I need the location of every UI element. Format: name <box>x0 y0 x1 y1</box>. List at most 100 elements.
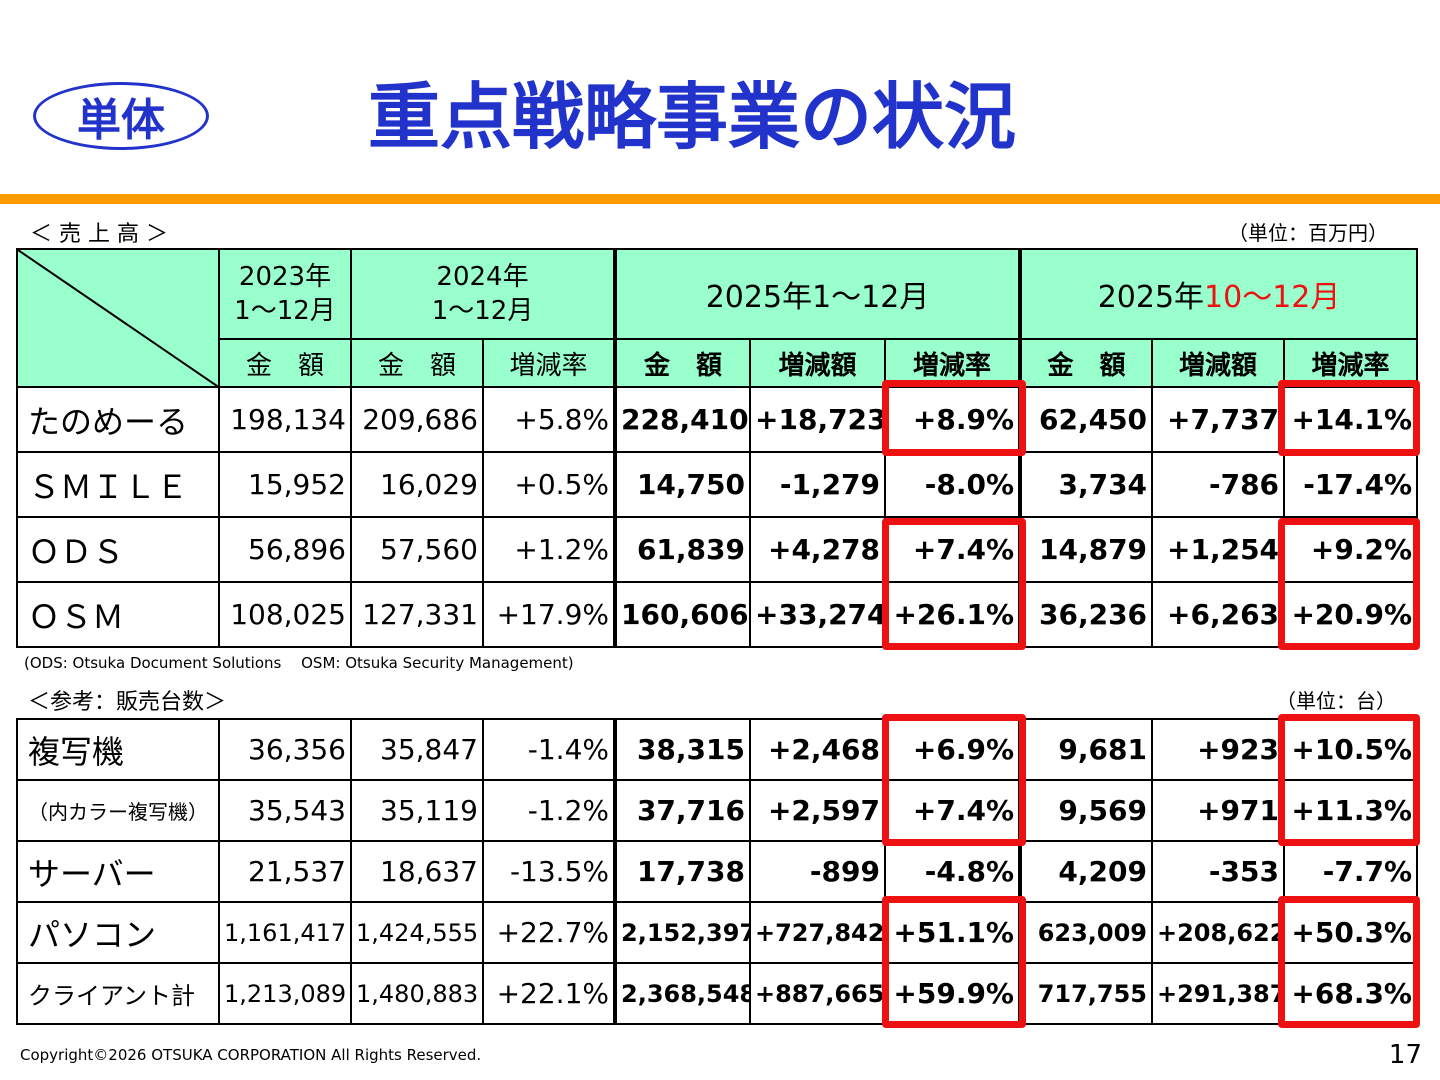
col-amount-q4: 金 額 <box>1018 338 1154 388</box>
table-row: ＳＭＩＬＥ 15,952 16,029 +0.5% 14,750 -1,279 -8.0% 3… <box>16 451 1419 518</box>
cell-q-rate: -7.7% <box>1283 840 1418 903</box>
cell-r2024: -1.2% <box>482 779 616 842</box>
highlight-box <box>882 714 1026 846</box>
col-amount-2025: 金 額 <box>613 338 752 388</box>
row-label: ＯＳＭ <box>16 581 220 648</box>
cell-chg: +2,468 <box>749 718 886 781</box>
cell-r2024: +5.8% <box>481 386 617 453</box>
col-change-q4: 増減額 <box>1151 338 1286 388</box>
col-rate-q4: 増減率 <box>1283 338 1419 388</box>
cell-rate: +51.1% <box>884 901 1021 964</box>
header-2024: 2024年 1〜12月 <box>349 248 617 340</box>
cell-rate: -8.0% <box>884 451 1022 518</box>
cell-r2024: +0.5% <box>481 451 617 518</box>
abbreviation-note: (ODS: Otsuka Document Solutions OSM: Ots… <box>24 654 574 672</box>
cell-q-chg: -786 <box>1151 451 1286 518</box>
col-rate-2025: 増減率 <box>884 338 1022 388</box>
table-row: サーバー 21,537 18,637 -13.5% 17,738 -899 -4.8% 4,2… <box>16 840 1418 903</box>
cell-chg: -1,279 <box>749 451 887 518</box>
cell-rate: +7.4% <box>884 779 1021 842</box>
cell-q-chg: +208,622 <box>1151 901 1285 964</box>
cell-q-chg: +971 <box>1151 779 1285 842</box>
cell-amt: 17,738 <box>613 840 751 903</box>
row-label: （内カラー複写機） <box>16 779 220 842</box>
page-title: 重点戦略事業の状況 <box>368 75 1017 159</box>
cell-r2024: -13.5% <box>482 840 616 903</box>
cell-v2023: 35,543 <box>218 779 352 842</box>
cell-chg: +2,597 <box>749 779 886 842</box>
cell-v2024: 209,686 <box>350 386 484 453</box>
cell-q-chg: +291,387 <box>1151 962 1285 1025</box>
cell-v2023: 21,537 <box>218 840 352 903</box>
cell-amt: 14,750 <box>613 451 752 518</box>
cell-v2024: 18,637 <box>350 840 484 903</box>
cell-v2024: 127,331 <box>350 581 484 648</box>
col-amount-2023: 金 額 <box>218 338 352 388</box>
cell-r2024: +1.2% <box>481 516 617 583</box>
header-2025-full-year: 2025年1〜12月 <box>613 248 1022 340</box>
cell-amt: 37,716 <box>613 779 751 842</box>
highlight-box <box>882 518 1026 650</box>
highlight-box <box>1278 380 1420 456</box>
row-label: クライアント計 <box>16 962 220 1025</box>
cell-q-amt: 623,009 <box>1018 901 1153 964</box>
cell-rate: +7.4% <box>884 516 1022 583</box>
cell-q-amt: 14,879 <box>1018 516 1154 583</box>
cell-q-amt: 717,755 <box>1018 962 1153 1025</box>
cell-q-rate: +68.3% <box>1283 962 1418 1025</box>
cell-v2023: 15,952 <box>218 451 352 518</box>
row-label: ＯＤＳ <box>16 516 220 583</box>
col-change-2025: 増減額 <box>749 338 887 388</box>
highlight-box <box>882 896 1026 1028</box>
cell-chg: +727,842 <box>749 901 886 964</box>
cell-q-rate: +50.3% <box>1283 901 1418 964</box>
table-row: ＯＳＭ 108,025 127,331 +17.9% 160,606 +33,274 +26… <box>16 581 1419 648</box>
row-label: パソコン <box>16 901 220 964</box>
highlight-box <box>882 380 1026 456</box>
cell-v2024: 16,029 <box>350 451 484 518</box>
cell-r2024: +17.9% <box>481 581 617 648</box>
cell-q-amt: 9,681 <box>1018 718 1153 781</box>
cell-q-chg: -353 <box>1151 840 1285 903</box>
title-divider <box>0 194 1440 204</box>
cell-amt: 2,152,397 <box>613 901 751 964</box>
col-rate-2024: 増減率 <box>481 338 617 388</box>
diagonal-line <box>19 251 217 385</box>
table-row: パソコン 1,161,417 1,424,555 +22.7% 2,152,397 +72… <box>16 901 1418 964</box>
table-row: （内カラー複写機） 35,543 35,119 -1.2% 37,716 +2,597 +7… <box>16 779 1418 842</box>
cell-q-chg: +7,737 <box>1151 386 1286 453</box>
copyright: Copyright©2026 OTSUKA CORPORATION All Ri… <box>20 1046 482 1064</box>
cell-amt: 160,606 <box>613 581 752 648</box>
highlight-box <box>1278 896 1420 1028</box>
cell-amt: 38,315 <box>613 718 751 781</box>
cell-amt: 61,839 <box>613 516 752 583</box>
cell-chg: +887,665 <box>749 962 886 1025</box>
cell-r2024: -1.4% <box>482 718 616 781</box>
cell-q-amt: 36,236 <box>1018 581 1154 648</box>
cell-q-amt: 4,209 <box>1018 840 1153 903</box>
cell-rate: -4.8% <box>884 840 1021 903</box>
cell-v2024: 1,480,883 <box>350 962 484 1025</box>
table-row: 複写機 36,356 35,847 -1.4% 38,315 +2,468 +6.9% 9,6… <box>16 718 1418 781</box>
cell-amt: 228,410 <box>613 386 752 453</box>
cell-v2024: 35,847 <box>350 718 484 781</box>
cell-amt: 2,368,548 <box>613 962 751 1025</box>
cell-chg: +33,274 <box>749 581 887 648</box>
col-amount-2024: 金 額 <box>350 338 484 388</box>
cell-r2024: +22.7% <box>482 901 616 964</box>
corner-cell <box>16 248 220 388</box>
row-label: サーバー <box>16 840 220 903</box>
sales-unit-label: （単位：百万円） <box>1228 221 1388 245</box>
table-row: クライアント計 1,213,089 1,480,883 +22.1% 2,368,548… <box>16 962 1418 1025</box>
units-unit-label: （単位：台） <box>1276 689 1396 713</box>
row-label: ＳＭＩＬＥ <box>16 451 220 518</box>
cell-v2023: 198,134 <box>218 386 352 453</box>
cell-v2023: 36,356 <box>218 718 352 781</box>
cell-q-rate: -17.4% <box>1283 451 1419 518</box>
cell-chg: -899 <box>749 840 886 903</box>
cell-v2024: 1,424,555 <box>350 901 484 964</box>
cell-v2023: 1,213,089 <box>218 962 352 1025</box>
cell-q-amt: 9,569 <box>1018 779 1153 842</box>
cell-q-amt: 3,734 <box>1018 451 1154 518</box>
table-row: たのめーる 198,134 209,686 +5.8% 228,410 +18,723 +8… <box>16 386 1419 453</box>
